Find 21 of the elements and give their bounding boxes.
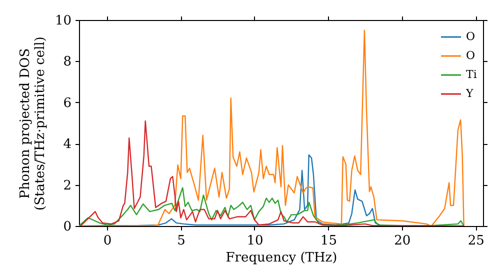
line-series — [80, 120, 464, 226]
legend-label: O — [466, 30, 476, 43]
line-series — [79, 30, 464, 226]
x-tick-label: 15 — [320, 234, 337, 248]
y-tick-label: 0 — [63, 220, 72, 234]
x-axis-title: Frequency (THz) — [226, 250, 338, 266]
y-tick-label: 10 — [54, 14, 72, 28]
line-series — [79, 187, 464, 226]
legend-label: Y — [465, 87, 474, 100]
y-tick-label: 2 — [63, 178, 72, 194]
x-tick-label: 5 — [177, 234, 186, 248]
x-tick-label: 20 — [394, 234, 411, 248]
x-tick-label: 25 — [468, 234, 484, 248]
x-tick-label: 0 — [103, 234, 112, 248]
y-tick-label: 4 — [63, 137, 72, 152]
y-tick-label: 6 — [63, 96, 72, 111]
y-tick-label: 8 — [63, 54, 72, 70]
x-tick-label: 10 — [246, 234, 264, 248]
legend-label: Ti — [466, 68, 478, 81]
y-axis-title: Phonon projected DOS (States/THz·primitive cell) — [18, 36, 48, 211]
legend-label: O — [466, 49, 476, 62]
